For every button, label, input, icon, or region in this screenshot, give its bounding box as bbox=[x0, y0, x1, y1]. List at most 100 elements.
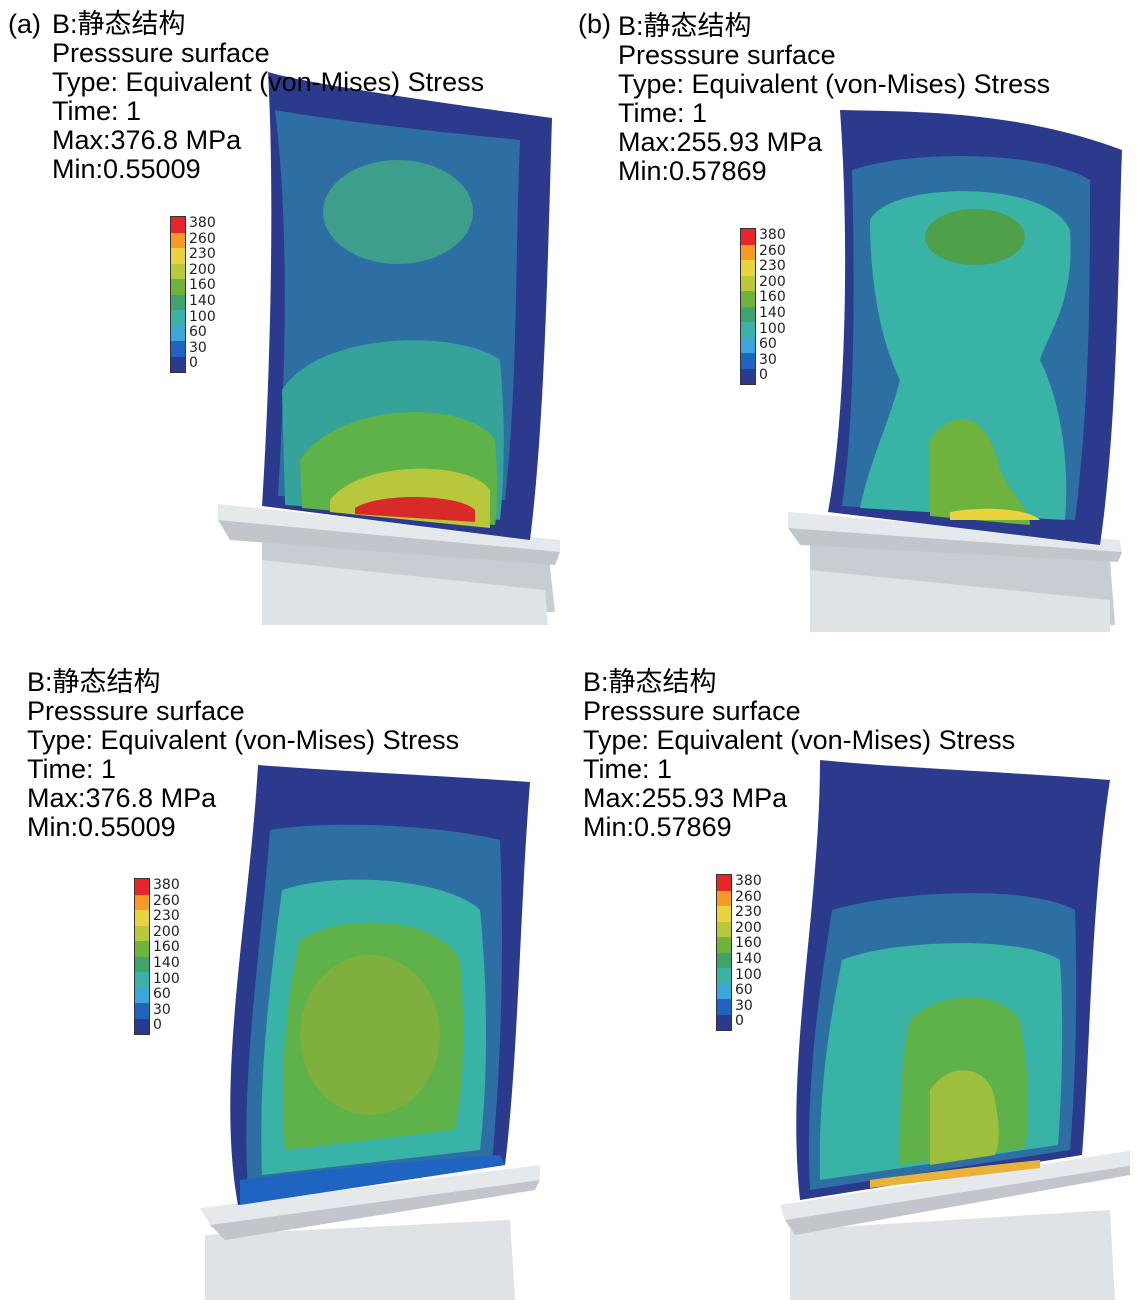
legend-swatch bbox=[135, 987, 149, 1003]
legend-label: 0 bbox=[153, 1017, 162, 1034]
legend-label: 260 bbox=[735, 888, 762, 905]
legend-label: 200 bbox=[735, 919, 762, 936]
max-value: Max:255.93 MPa bbox=[583, 783, 788, 813]
legend-label: 140 bbox=[153, 954, 180, 971]
legend-swatch bbox=[135, 910, 149, 926]
legend-swatch bbox=[135, 894, 149, 910]
legend-swatch bbox=[171, 325, 185, 341]
legend-label: 260 bbox=[189, 230, 216, 247]
legend-swatch bbox=[717, 1014, 731, 1030]
legend-swatch bbox=[717, 937, 731, 953]
legend-label: 200 bbox=[759, 273, 786, 290]
legend-swatch bbox=[171, 341, 185, 357]
legend-label: 140 bbox=[735, 950, 762, 967]
legend-label: 230 bbox=[189, 246, 216, 263]
legend-label: 60 bbox=[759, 336, 777, 353]
legend-label: 60 bbox=[735, 982, 753, 999]
max-value: Max:376.8 MPa bbox=[52, 125, 242, 155]
result-type: Type: Equivalent (von-Mises) Stress bbox=[52, 67, 485, 97]
legend-swatch bbox=[135, 1018, 149, 1034]
legend-swatch bbox=[717, 968, 731, 984]
legend-label: 160 bbox=[153, 939, 180, 956]
surface-label: Presssure surface bbox=[618, 40, 836, 70]
legend-label: 160 bbox=[189, 277, 216, 294]
legend-label: 60 bbox=[153, 986, 171, 1003]
stress-legend: 380 260 230 200 160 140 100 60 30 0 bbox=[170, 215, 216, 373]
time-label: Time: 1 bbox=[583, 754, 673, 784]
legend-swatch bbox=[135, 972, 149, 988]
legend-swatch bbox=[717, 999, 731, 1015]
legend-labels: 380 260 230 200 160 140 100 60 30 0 bbox=[759, 227, 786, 385]
info-text-block: B:静态结构 Presssure surface Type: Equivalen… bbox=[27, 668, 459, 842]
legend-swatch bbox=[741, 353, 755, 369]
legend-label: 100 bbox=[153, 970, 180, 987]
legend-swatch bbox=[741, 322, 755, 338]
panel-label: (a) bbox=[8, 9, 41, 39]
time-label: Time: 1 bbox=[618, 98, 708, 128]
legend-swatch bbox=[741, 244, 755, 260]
legend-color-bar bbox=[716, 874, 732, 1031]
surface-label: Presssure surface bbox=[583, 696, 801, 726]
legend-label: 160 bbox=[735, 935, 762, 952]
info-text-block: B:静态结构 Presssure surface Type: Equivalen… bbox=[52, 10, 484, 184]
legend-swatch bbox=[135, 879, 149, 895]
surface-label: Presssure surface bbox=[52, 38, 270, 68]
legend-color-bar bbox=[134, 878, 150, 1035]
legend-swatch bbox=[135, 941, 149, 957]
surface-label: Presssure surface bbox=[27, 696, 245, 726]
result-type: Type: Equivalent (von-Mises) Stress bbox=[583, 725, 1016, 755]
legend-label: 380 bbox=[153, 877, 180, 893]
legend-labels: 380 260 230 200 160 140 100 60 30 0 bbox=[189, 215, 216, 373]
legend-swatch bbox=[171, 356, 185, 372]
legend-label: 380 bbox=[189, 215, 216, 231]
legend-label: 30 bbox=[153, 1001, 171, 1018]
legend-swatch bbox=[171, 294, 185, 310]
legend-label: 230 bbox=[759, 258, 786, 275]
min-value: Min:0.55009 bbox=[27, 812, 176, 842]
legend-swatch bbox=[171, 279, 185, 295]
legend-swatch bbox=[717, 906, 731, 922]
analysis-title: B:静态结构 bbox=[52, 9, 186, 39]
legend-swatch bbox=[171, 248, 185, 264]
result-type: Type: Equivalent (von-Mises) Stress bbox=[27, 725, 460, 755]
legend-label: 140 bbox=[759, 304, 786, 321]
info-text-block: B:静态结构 Presssure surface Type: Equivalen… bbox=[618, 12, 1050, 186]
legend-label: 260 bbox=[759, 242, 786, 259]
panel-b: (b) B:静态结构 Presssure surface Type: Equiv… bbox=[570, 0, 1130, 650]
legend-color-bar bbox=[170, 216, 186, 373]
legend-label: 380 bbox=[759, 227, 786, 243]
max-value: Max:255.93 MPa bbox=[618, 127, 823, 157]
legend-swatch bbox=[741, 260, 755, 276]
legend-swatch bbox=[171, 310, 185, 326]
max-value: Max:376.8 MPa bbox=[27, 783, 217, 813]
legend-color-bar bbox=[740, 228, 756, 385]
legend-swatch bbox=[741, 368, 755, 384]
legend-label: 0 bbox=[735, 1013, 744, 1030]
stress-legend: 380 260 230 200 160 140 100 60 30 0 bbox=[716, 873, 762, 1031]
legend-label: 140 bbox=[189, 292, 216, 309]
legend-label: 200 bbox=[153, 923, 180, 940]
panel-c: B:静态结构 Presssure surface Type: Equivalen… bbox=[0, 660, 560, 1310]
legend-swatch bbox=[171, 217, 185, 233]
legend-label: 100 bbox=[735, 966, 762, 983]
legend-swatch bbox=[741, 275, 755, 291]
analysis-title: B:静态结构 bbox=[618, 11, 752, 41]
legend-label: 100 bbox=[189, 308, 216, 325]
legend-swatch bbox=[171, 232, 185, 248]
min-value: Min:0.57869 bbox=[583, 812, 732, 842]
legend-label: 30 bbox=[735, 997, 753, 1014]
legend-labels: 380 260 230 200 160 140 100 60 30 0 bbox=[153, 877, 180, 1035]
blade-stress-render-b bbox=[788, 110, 1122, 632]
legend-swatch bbox=[717, 890, 731, 906]
legend-swatch bbox=[717, 921, 731, 937]
legend-labels: 380 260 230 200 160 140 100 60 30 0 bbox=[735, 873, 762, 1031]
stress-legend: 380 260 230 200 160 140 100 60 30 0 bbox=[740, 227, 786, 385]
legend-swatch bbox=[135, 925, 149, 941]
legend-label: 160 bbox=[759, 289, 786, 306]
result-type: Type: Equivalent (von-Mises) Stress bbox=[618, 69, 1051, 99]
panel-d: B:静态结构 Presssure surface Type: Equivalen… bbox=[570, 660, 1130, 1310]
legend-label: 100 bbox=[759, 320, 786, 337]
panel-label: (b) bbox=[578, 9, 611, 39]
panel-a: (a) B:静态结构 Presssure surface Type: Equiv… bbox=[0, 0, 560, 650]
legend-swatch bbox=[741, 291, 755, 307]
